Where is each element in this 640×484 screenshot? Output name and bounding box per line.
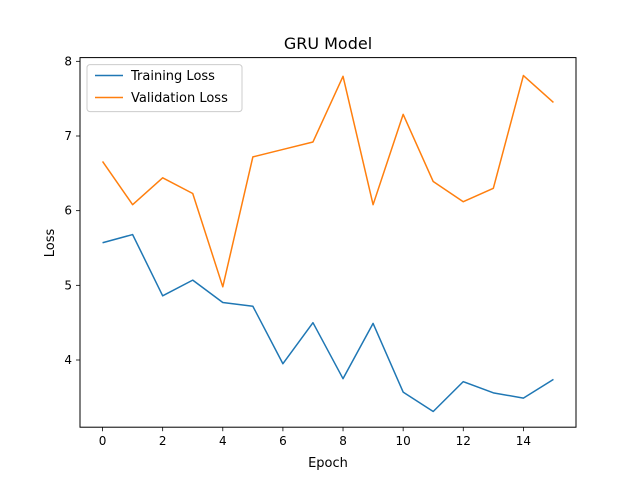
- x-tick-label: 12: [456, 434, 471, 448]
- plot-frame: [79, 57, 577, 428]
- x-tick-label: 0: [99, 434, 107, 448]
- x-tick-label: 10: [396, 434, 411, 448]
- y-tick-label: 4: [64, 353, 72, 367]
- x-tick-label: 14: [516, 434, 531, 448]
- legend-label-training-loss: Training Loss: [130, 69, 215, 84]
- chart-title: GRU Model: [284, 34, 372, 53]
- series-line-training-loss: [102, 233, 554, 413]
- y-tick-label: 6: [64, 204, 72, 218]
- y-tick-label: 5: [64, 278, 72, 292]
- x-tick-label: 4: [219, 434, 227, 448]
- y-tick-label: 7: [64, 129, 72, 143]
- x-axis-label: Epoch: [308, 456, 348, 471]
- series-line-validation-loss: [101, 74, 554, 288]
- x-tick-label: 8: [339, 434, 347, 448]
- y-axis-label: Loss: [43, 229, 58, 258]
- legend: Training Loss Validation Loss: [86, 64, 243, 113]
- legend-label-validation-loss: Validation Loss: [131, 91, 228, 106]
- x-tick-label: 6: [279, 434, 287, 448]
- ticks-layer: 0 2 4 6 8 10 12 14 4 5 6 7 8: [64, 54, 531, 448]
- series-layer: [101, 74, 554, 413]
- legend-box: [86, 64, 243, 113]
- y-tick-label: 8: [64, 54, 72, 68]
- x-tick-label: 2: [159, 434, 167, 448]
